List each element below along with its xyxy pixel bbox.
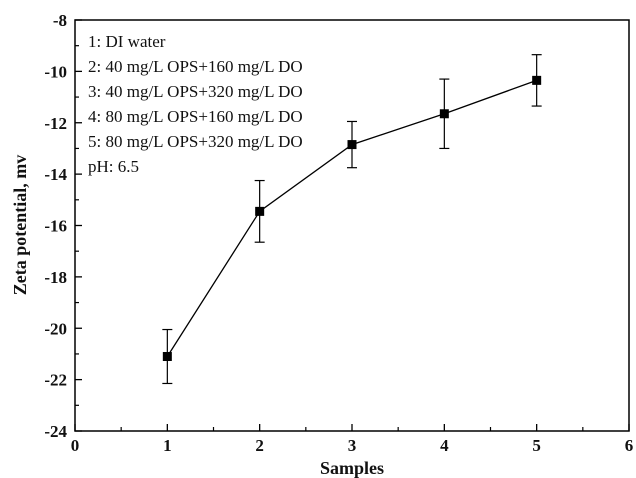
annotation-block: 1: DI water 2: 40 mg/L OPS+160 mg/L DO 3… — [88, 32, 303, 176]
x-tick-label: 0 — [71, 436, 80, 455]
x-tick-labels: 0 1 2 3 4 5 6 — [71, 436, 634, 455]
y-tick-label: -20 — [44, 319, 67, 338]
y-tick-label: -16 — [44, 217, 67, 236]
x-tick-label: 2 — [255, 436, 264, 455]
x-tick-label: 3 — [348, 436, 357, 455]
annotation-line-3: 3: 40 mg/L OPS+320 mg/L DO — [88, 82, 303, 101]
error-bars — [162, 54, 542, 385]
x-tick-label: 4 — [440, 436, 449, 455]
x-axis-title: Samples — [320, 458, 384, 478]
x-tick-label: 5 — [532, 436, 541, 455]
data-point — [532, 75, 542, 85]
annotation-line-6: pH: 6.5 — [88, 157, 139, 176]
data-point — [255, 206, 265, 216]
y-axis-title: Zeta potential, mv — [10, 155, 30, 295]
y-tick-label: -8 — [53, 11, 67, 30]
y-tick-label: -18 — [44, 268, 67, 287]
y-tick-label: -12 — [44, 114, 67, 133]
annotation-line-5: 5: 80 mg/L OPS+320 mg/L DO — [88, 132, 303, 151]
data-point — [347, 140, 357, 150]
major-ticks — [74, 19, 630, 432]
y-tick-label: -14 — [44, 165, 67, 184]
x-tick-label: 6 — [625, 436, 634, 455]
data-markers — [162, 75, 542, 362]
y-tick-label: -22 — [44, 371, 67, 390]
annotation-line-2: 2: 40 mg/L OPS+160 mg/L DO — [88, 57, 303, 76]
minor-ticks — [75, 45, 584, 431]
data-point — [439, 109, 449, 119]
x-tick-label: 1 — [163, 436, 172, 455]
annotation-line-1: 1: DI water — [88, 32, 166, 51]
y-tick-label: -10 — [44, 62, 67, 81]
y-tick-label: -24 — [44, 422, 67, 441]
y-tick-labels: -24 -22 -20 -18 -16 -14 -12 -10 -8 — [44, 11, 67, 441]
annotation-line-4: 4: 80 mg/L OPS+160 mg/L DO — [88, 107, 303, 126]
data-point — [162, 352, 172, 362]
